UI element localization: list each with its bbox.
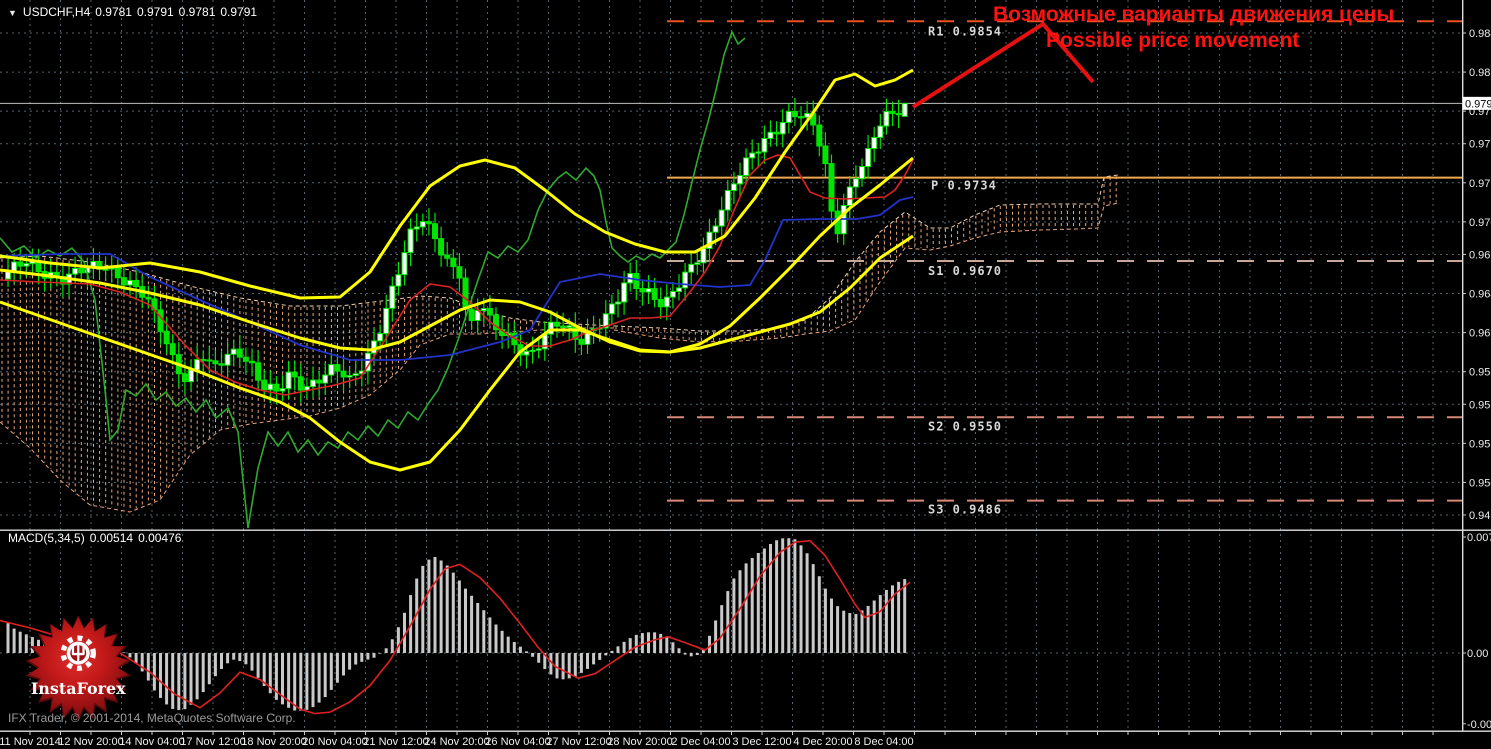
kijun-sen-line — [0, 196, 914, 361]
price-axis-label: 0.9645 — [1469, 289, 1491, 301]
price-axis-label: 0.9845 — [1469, 28, 1491, 40]
bb-upper-band-line — [0, 68, 914, 300]
price-axis-label: 0.9675 — [1469, 249, 1491, 261]
macd-signal-value: 0.00476 — [138, 531, 182, 545]
price-axis-label: 0.9760 — [1469, 139, 1491, 151]
time-axis-label: 27 Nov 12:00 — [546, 736, 611, 748]
gear-trident-icon — [60, 635, 96, 671]
price-axis-label: 0.9615 — [1469, 328, 1491, 340]
logo-brand-text: InstaForex — [31, 679, 126, 698]
price-projection-arrow — [911, 21, 1095, 109]
time-axis-label: 14 Nov 04:00 — [119, 736, 184, 748]
time-axis-label: 28 Nov 20:00 — [607, 736, 672, 748]
time-axis-label: 26 Nov 04:00 — [485, 736, 550, 748]
chevron-down-icon[interactable]: ▼ — [8, 8, 17, 18]
symbol-timeframe-label: USDCHF,H4 — [22, 5, 91, 19]
annotation-text-russian: Возможные варианты движения цены — [993, 3, 1395, 26]
price-axis-label: 0.9500 — [1469, 477, 1491, 489]
macd-indicator-header: MACD(5,34,5) 0.00514 0.00476 — [8, 531, 186, 545]
price-axis-label: 0.9585 — [1469, 367, 1491, 379]
macd-main-value: 0.00514 — [89, 531, 134, 545]
time-axis-label: 2 Dec 04:00 — [671, 736, 730, 748]
pivot-label: S1 0.9670 — [928, 264, 1002, 278]
pivot-labels: R1 0.9854 P 0.9734 S1 0.9670 S2 0.9550 S3 0.… — [927, 23, 1003, 518]
macd-signal-line — [0, 539, 911, 715]
grid-lines — [0, 0, 1462, 731]
pivot-label: P 0.9734 — [931, 179, 997, 193]
macd-axis-label: -0.00479 — [1467, 719, 1491, 731]
price-axis-label: 0.9730 — [1469, 178, 1491, 190]
time-axis-label: 24 Nov 20:00 — [424, 736, 489, 748]
indicator-lines — [0, 29, 914, 529]
price-axis-label: 0.9530 — [1469, 438, 1491, 450]
time-axis-label: 12 Nov 20:00 — [58, 736, 123, 748]
chart-ohlc-header: ▼ USDCHF,H4 0.9781 0.9791 0.9781 0.9791 — [8, 5, 262, 19]
time-axis-label: 21 Nov 12:00 — [363, 736, 428, 748]
time-axis-label: 4 Dec 20:00 — [793, 736, 852, 748]
price-axis-label: 0.9815 — [1469, 67, 1491, 79]
current-price-badge-text: 0.9791 — [1465, 98, 1491, 110]
instaforex-logo-watermark: InstaForex — [25, 615, 131, 722]
current-price-badge — [1463, 96, 1491, 110]
price-axis: 0.98450.98150.97850.97600.97300.97000.96… — [1462, 28, 1491, 731]
price-axis-label: 0.9560 — [1469, 399, 1491, 411]
bb-middle-band-line — [0, 156, 914, 354]
pivot-label: S2 0.9550 — [928, 419, 1002, 433]
time-axis-label: 18 Nov 20:00 — [241, 736, 306, 748]
chikou-span-line — [0, 29, 746, 529]
time-axis-label: 17 Nov 12:00 — [180, 736, 245, 748]
platform-copyright: IFX Trader, © 2001-2014, MetaQuotes Soft… — [8, 711, 296, 725]
time-axis-label: 8 Dec 04:00 — [854, 736, 913, 748]
time-axis-label: 3 Dec 12:00 — [732, 736, 791, 748]
macd-axis-label: 0.00785 — [1467, 532, 1491, 544]
price-axis-label: 0.9700 — [1469, 217, 1491, 229]
pivot-label: S3 0.9486 — [928, 503, 1002, 517]
macd-label: MACD(5,34,5) — [8, 531, 85, 545]
bb-lower-band-line — [0, 234, 914, 472]
annotation-text-english: Possible price movement — [1046, 29, 1300, 52]
open-value: 0.9781 — [95, 5, 132, 19]
high-value: 0.9791 — [136, 5, 174, 19]
pivot-level-lines — [667, 20, 1462, 502]
tenkan-sen-line — [0, 154, 914, 396]
price-axis-label: 0.9475 — [1469, 510, 1491, 522]
low-value: 0.9781 — [178, 5, 216, 19]
macd-axis-label: 0.00 — [1467, 648, 1488, 660]
time-axis-label: 11 Nov 2014 — [0, 736, 61, 748]
panel-separators — [0, 0, 1491, 732]
close-value: 0.9791 — [220, 5, 258, 19]
pivot-label: R1 0.9854 — [928, 24, 1002, 38]
time-axis-label: 20 Nov 04:00 — [302, 736, 367, 748]
